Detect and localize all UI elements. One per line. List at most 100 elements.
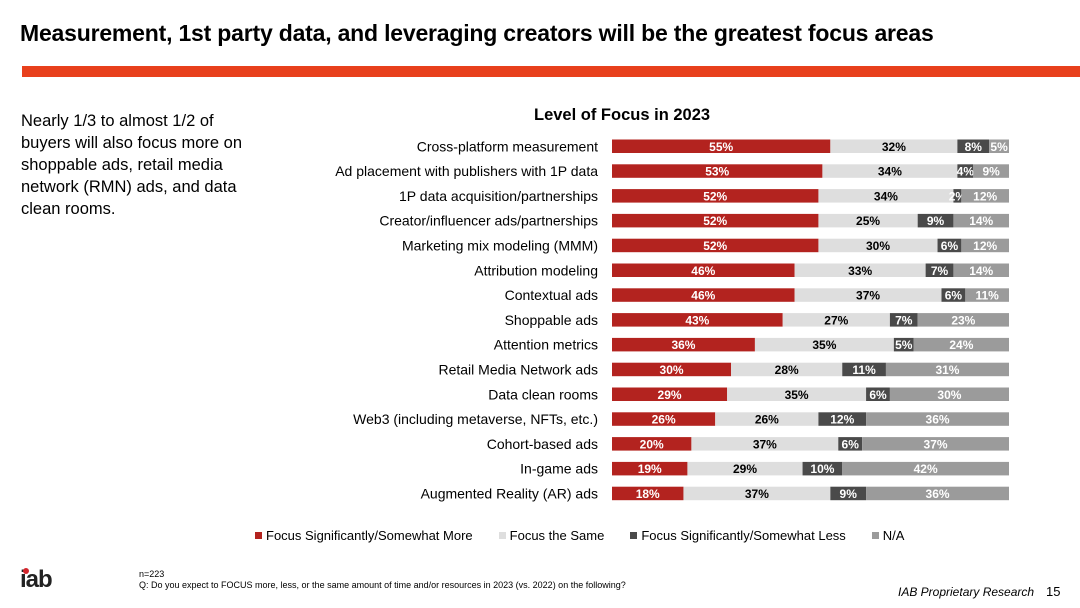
bar-segment	[818, 238, 938, 253]
bar-segment	[830, 139, 958, 153]
legend-item: Focus Significantly/Somewhat Less	[630, 528, 846, 543]
bar-segment	[754, 337, 894, 352]
data-label: 19%	[638, 462, 662, 476]
bar-segment	[687, 461, 803, 476]
data-label: 5%	[990, 140, 1008, 154]
data-label: 5%	[895, 338, 913, 352]
data-label: 36%	[926, 487, 950, 501]
bar-segment	[957, 164, 974, 178]
category-label: Marketing mix modeling (MMM)	[402, 237, 598, 253]
bar-segment	[953, 189, 962, 203]
data-label: 10%	[810, 462, 834, 476]
footnote: n=223 Q: Do you expect to FOCUS more, le…	[139, 569, 626, 591]
data-label: 4%	[957, 165, 975, 179]
legend-swatch	[871, 532, 879, 539]
data-label: 52%	[703, 189, 727, 203]
data-label: 11%	[975, 289, 999, 303]
category-label: Web3 (including metaverse, NFTs, etc.)	[353, 411, 598, 427]
chart-legend: Focus Significantly/Somewhat More Focus t…	[255, 528, 930, 543]
data-label: 23%	[951, 313, 975, 327]
legend-swatch	[630, 532, 638, 539]
survey-question: Q: Do you expect to FOCUS more, less, or…	[139, 580, 626, 590]
bar-segment	[913, 337, 1009, 352]
data-label: 11%	[852, 363, 876, 377]
category-label: 1P data acquisition/partnerships	[399, 188, 598, 204]
category-label: Shoppable ads	[505, 312, 598, 328]
bar-segment	[683, 486, 831, 501]
bar-segment	[862, 437, 1009, 451]
data-label: 53%	[705, 165, 729, 179]
data-label: 37%	[745, 487, 769, 501]
data-label: 6%	[941, 239, 959, 253]
bar-segment	[612, 461, 688, 476]
bar-segment	[612, 337, 755, 352]
data-label: 14%	[969, 214, 993, 228]
category-label: Attention metrics	[494, 337, 598, 353]
category-label: Cross-platform measurement	[417, 138, 598, 154]
bar-segment	[961, 238, 1009, 253]
category-label: Creator/influencer ads/partnerships	[379, 213, 598, 229]
bar-segment	[866, 486, 1009, 501]
data-label: 29%	[658, 388, 682, 402]
page-number: 15	[1046, 584, 1061, 599]
bar-segment	[965, 288, 1009, 302]
data-label: 52%	[703, 214, 727, 228]
data-label: 32%	[882, 140, 906, 154]
data-label: 36%	[926, 413, 950, 427]
bar-segment	[691, 437, 839, 451]
data-label: 37%	[924, 437, 948, 451]
data-label: 6%	[869, 388, 887, 402]
data-label: 14%	[969, 264, 993, 278]
side-summary-text: Nearly 1/3 to almost 1/2 of buyers will …	[21, 112, 243, 218]
data-label: 26%	[755, 413, 779, 427]
data-label: 46%	[691, 289, 715, 303]
bar-segment	[612, 387, 728, 401]
category-label: Cohort-based ads	[487, 436, 598, 452]
legend-label: Focus the Same	[509, 528, 605, 543]
bar-segment	[973, 164, 1009, 178]
data-label: 35%	[812, 338, 836, 352]
data-label: 12%	[973, 189, 997, 203]
stacked-bar-chart: Cross-platform measurement 55% 32% 8% 5% Ad p…	[335, 138, 1009, 501]
bar-segment	[727, 387, 867, 401]
bar-segment	[957, 139, 990, 153]
category-label: In-game ads	[520, 461, 598, 477]
data-label: 42%	[914, 462, 938, 476]
legend-label: Focus Significantly/Somewhat Less	[641, 528, 846, 543]
bar-segment	[612, 213, 819, 228]
bar-segment	[866, 387, 890, 401]
data-label: 30%	[866, 239, 890, 253]
bar-segment	[941, 288, 966, 302]
data-label: 52%	[703, 239, 727, 253]
data-label: 35%	[785, 388, 809, 402]
category-label: Data clean rooms	[488, 386, 598, 402]
legend-swatch	[498, 532, 506, 539]
legend-swatch	[255, 532, 262, 539]
data-label: 7%	[931, 264, 949, 278]
bar-segment	[612, 412, 716, 426]
bar-segment	[612, 486, 684, 501]
data-label: 20%	[640, 437, 664, 451]
data-label: 55%	[709, 140, 733, 154]
category-label: Retail Media Network ads	[438, 361, 598, 377]
bar-segment	[989, 139, 1009, 153]
bar-segment	[612, 189, 819, 203]
bar-segment	[782, 313, 890, 327]
data-label: 37%	[856, 289, 880, 303]
bar-segment	[953, 263, 1009, 277]
data-label: 30%	[937, 388, 961, 402]
bar-segment	[794, 263, 926, 277]
data-label: 26%	[652, 413, 676, 427]
bar-segment	[961, 189, 1009, 203]
bar-segment	[612, 288, 795, 302]
bar-segment	[612, 238, 819, 253]
data-label: 28%	[775, 363, 799, 377]
brand-label: IAB Proprietary Research	[898, 585, 1035, 599]
data-label: 8%	[965, 140, 983, 154]
data-label: 37%	[753, 437, 777, 451]
bar-segment	[612, 437, 692, 451]
legend-item: N/A	[871, 528, 904, 543]
bar-segment	[925, 263, 954, 277]
bar-segment	[885, 362, 1009, 377]
data-label: 12%	[830, 413, 854, 427]
